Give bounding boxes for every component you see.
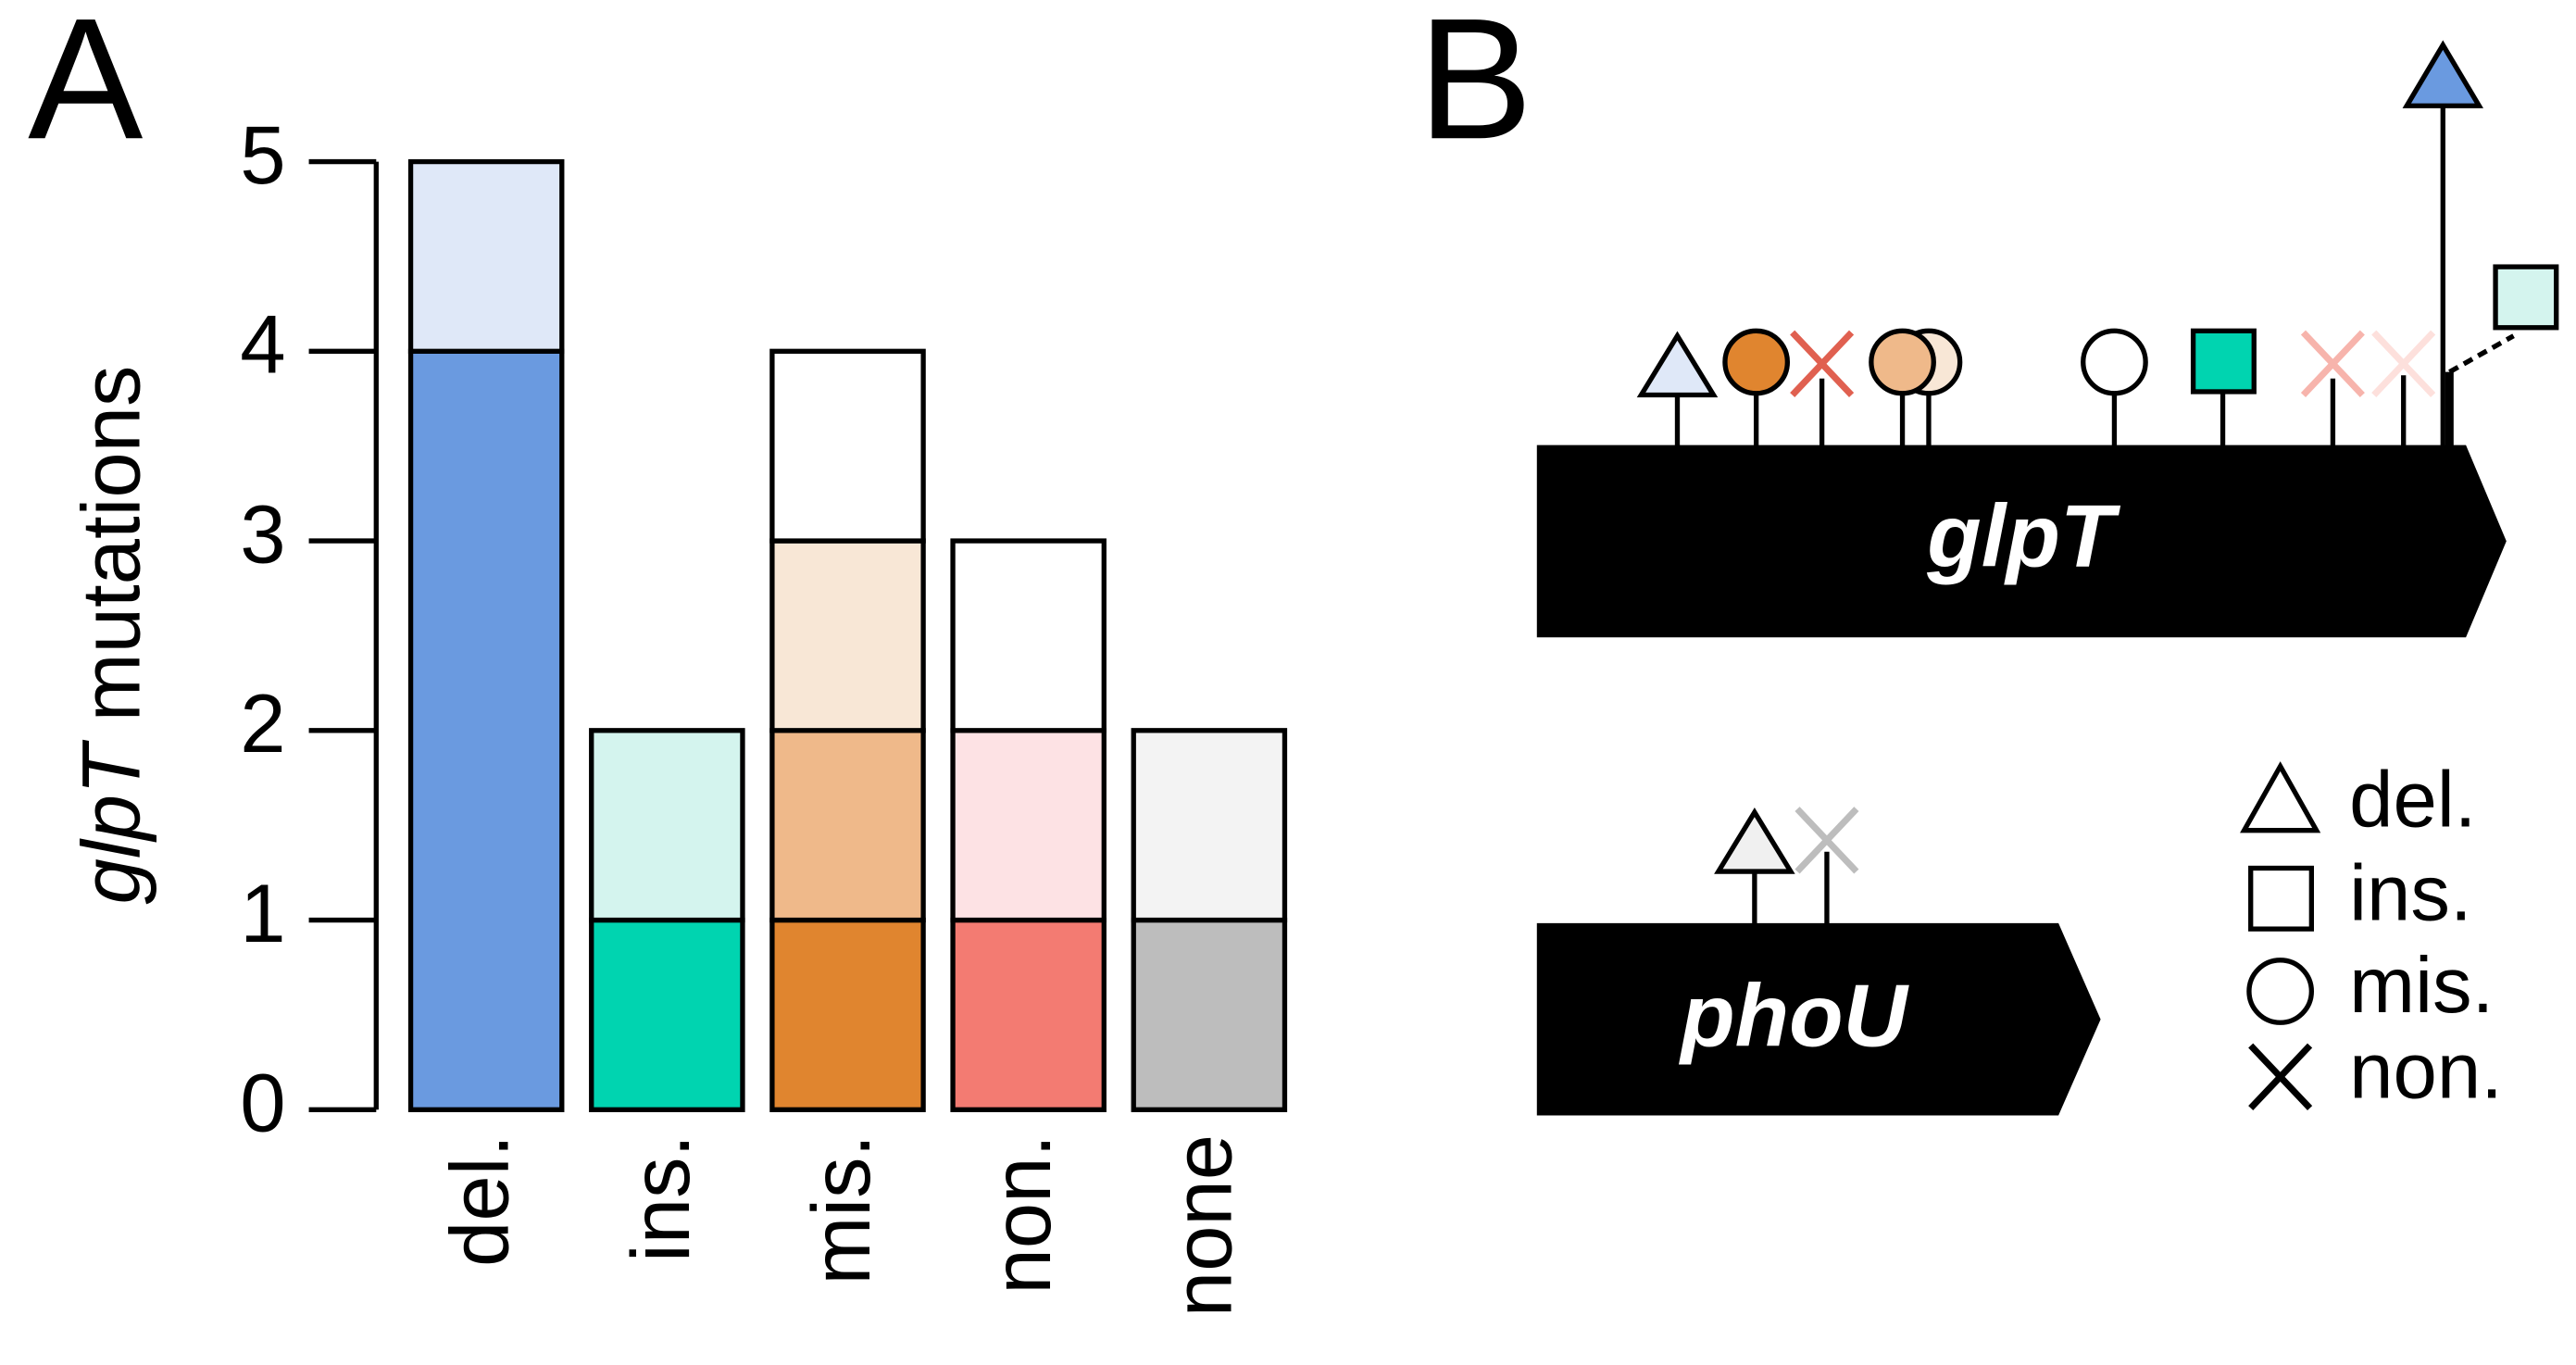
y-tick-label: 0 — [240, 1058, 285, 1149]
x-tick-label: mis. — [795, 1134, 887, 1285]
x-tick-label: del. — [434, 1134, 526, 1267]
legend-ins — [2248, 865, 2315, 932]
marker-non — [1794, 807, 1859, 874]
gene-arrow — [1536, 922, 2101, 1116]
marker-ins — [2493, 264, 2559, 331]
y-tick-label: 1 — [240, 868, 285, 959]
bar-segment — [769, 728, 926, 923]
gene-arrow — [1536, 445, 2507, 638]
y-title-text: mutations — [66, 366, 157, 722]
marker-del — [1714, 808, 1795, 874]
legend-mis — [2246, 958, 2315, 1025]
x-tick-label: ins. — [615, 1134, 707, 1262]
bar-segment — [1131, 917, 1288, 1112]
marker-mis — [1722, 328, 1791, 396]
marker-del — [2402, 40, 2483, 108]
marker-mis — [1869, 328, 1936, 396]
gene-label: glpT — [1926, 487, 2121, 586]
legend-non — [2248, 1043, 2313, 1110]
y-title-gene: glpT — [66, 739, 157, 904]
bar-segment — [769, 917, 926, 1112]
x-tick-label: none — [1157, 1134, 1248, 1317]
bar-segment — [950, 538, 1107, 733]
legend-label: del. — [2349, 757, 2476, 845]
bar-segment — [769, 538, 926, 733]
gene-diagram — [1536, 40, 2559, 1116]
bar-segment — [769, 348, 926, 544]
marker-non — [1790, 330, 1855, 397]
y-tick-label: 2 — [240, 678, 285, 770]
y-tick-label: 3 — [240, 488, 285, 580]
legend-label: non. — [2349, 1027, 2503, 1115]
bar-segment — [407, 348, 565, 1112]
y-axis-title: glpT mutations — [66, 366, 157, 905]
bar-segment — [950, 728, 1107, 923]
bar-segment — [950, 917, 1107, 1112]
bar-segment — [407, 158, 565, 354]
bar-segment — [589, 728, 745, 923]
panel-label: B — [1418, 0, 1532, 175]
legend-label: mis. — [2349, 942, 2494, 1030]
y-tick-label: 5 — [240, 109, 285, 201]
legend-label: ins. — [2349, 850, 2472, 938]
panel-label: A — [28, 0, 143, 175]
bar-segment — [1131, 728, 1288, 923]
marker-non — [2371, 330, 2436, 397]
gene-label: phoU — [1678, 967, 1910, 1066]
marker-del — [1636, 331, 1719, 398]
legend-del — [2240, 761, 2321, 833]
x-tick-label: non. — [976, 1134, 1068, 1295]
marker-mis — [2081, 328, 2148, 396]
y-tick-label: 4 — [240, 299, 285, 391]
bar-segment — [589, 917, 745, 1112]
marker-ins — [2190, 328, 2257, 394]
marker-non — [2300, 330, 2365, 397]
